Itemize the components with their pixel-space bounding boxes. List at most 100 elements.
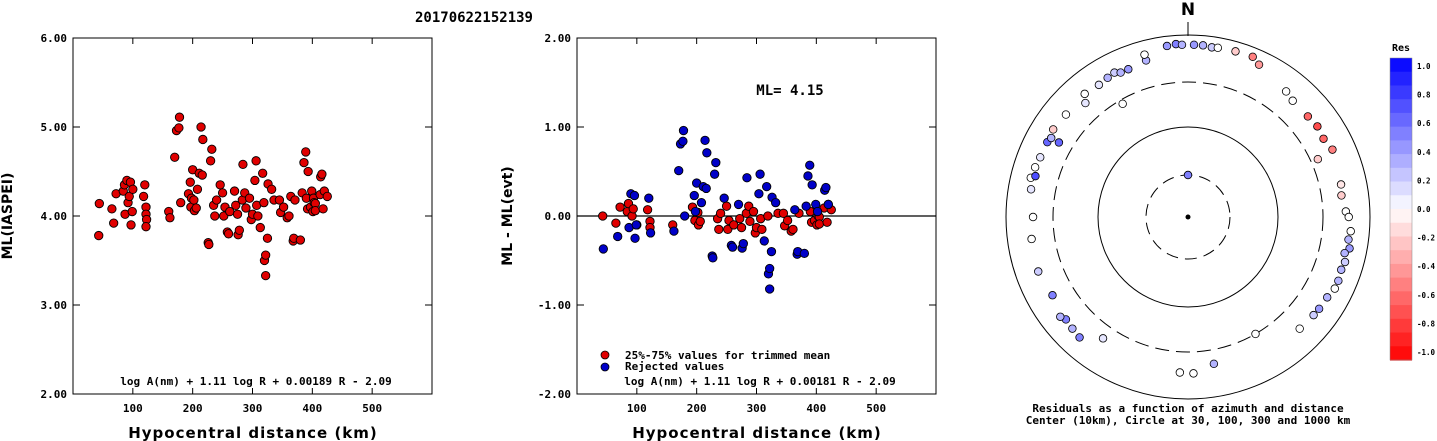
polar-point — [1309, 310, 1318, 320]
plot0-point — [109, 218, 119, 228]
plot1-point — [628, 204, 638, 214]
polar-point — [1336, 180, 1346, 189]
polar-point — [1048, 291, 1057, 300]
plot1-point — [765, 263, 775, 274]
polar-point — [1313, 122, 1322, 131]
plot0-point — [253, 211, 263, 221]
plot0-point — [189, 195, 199, 205]
plot1-ytick-label: -2.00 — [538, 388, 571, 401]
plot1-ytick-label: -1.00 — [538, 299, 571, 312]
colorbar-title: Res — [1392, 43, 1410, 54]
plot0-point — [262, 233, 273, 243]
plot0-point — [165, 213, 175, 223]
polar-point — [1175, 368, 1185, 377]
plot0-point — [274, 195, 285, 205]
colorbar-segment — [1390, 236, 1412, 251]
polar-point — [1344, 212, 1353, 222]
polar-point — [1056, 312, 1065, 321]
polar-center-dot — [1185, 214, 1191, 220]
colorbar-frame — [1389, 57, 1413, 361]
plot2-xlabel: Hypocentral distance (km) — [632, 424, 882, 441]
plot0-point — [126, 220, 136, 230]
plot2-formula: log A(nm) + 1.11 log R + 0.00181 R - 2.0… — [624, 375, 896, 388]
plot0-point — [204, 239, 214, 250]
polar-point — [1118, 99, 1127, 109]
plot1-point — [788, 224, 798, 235]
plot0-point — [232, 209, 243, 219]
plot1-point — [736, 222, 747, 233]
plot0-point — [191, 203, 201, 213]
plot0-point — [250, 175, 260, 186]
polar-point — [1183, 170, 1193, 180]
plot0-point — [141, 222, 151, 232]
plot1-point — [814, 219, 824, 229]
ml-distance-panel: ML(IASPEI) Hypocentral distance (km) log… — [0, 32, 433, 441]
plot1-xtick-label: 200 — [687, 402, 707, 415]
polar-point — [1098, 334, 1108, 343]
plot1-point — [727, 242, 738, 252]
plot1-point — [702, 148, 712, 158]
plot1-point — [754, 189, 764, 199]
plot1-point — [630, 233, 640, 243]
plot1-point — [711, 157, 721, 168]
plot0-point — [107, 204, 117, 214]
plot0-point — [266, 184, 277, 194]
plot1-point — [721, 201, 732, 211]
plot1-xtick-label: 500 — [866, 402, 886, 415]
plot0-point — [322, 191, 332, 202]
plot1-point — [757, 224, 767, 235]
polar-point — [1328, 145, 1337, 154]
polar-point — [1054, 138, 1064, 147]
colorbar-segment — [1390, 291, 1412, 306]
plot0-point — [140, 180, 150, 190]
plot1-point — [782, 215, 793, 226]
colorbar-tick-label: 0.6 — [1417, 119, 1431, 128]
colorbar-segment — [1390, 154, 1412, 169]
polar-point — [1116, 68, 1125, 77]
plot0-point — [94, 230, 104, 241]
polar-point — [1068, 324, 1077, 333]
polar-point — [1162, 41, 1172, 51]
plot1-point — [674, 165, 684, 176]
colorbar-segment — [1390, 195, 1412, 210]
plot1-point — [735, 214, 745, 224]
legend-label-trimmed: 25%-75% values for trimmed mean — [625, 349, 830, 362]
colorbar-segment — [1390, 346, 1412, 361]
plot0-point — [258, 168, 268, 178]
polar-point — [1340, 248, 1349, 258]
plot1-ytick-label: 0.00 — [545, 210, 572, 223]
colorbar-segment — [1390, 99, 1412, 114]
plot0-point — [210, 211, 220, 221]
plot0-point — [278, 202, 289, 212]
polar-point — [1081, 98, 1090, 108]
plot1-point — [631, 220, 641, 230]
polar-point — [1189, 369, 1198, 378]
plot0-point — [317, 169, 327, 179]
polar-point — [1330, 284, 1340, 293]
plot1-point — [613, 231, 623, 242]
plot1-point — [690, 206, 701, 217]
plot0-point — [251, 156, 261, 166]
legend-marker-trimmed — [600, 350, 610, 360]
plot1-point — [812, 206, 823, 217]
plot0-point — [174, 112, 185, 122]
legend-label-rejected: Rejected values — [625, 360, 724, 373]
plot1-point — [805, 160, 815, 170]
plot0-point — [205, 156, 216, 166]
plot0-ytick-label: 3.00 — [41, 299, 68, 312]
polar-caption-2: Center (10km), Circle at 30, 100, 300 an… — [1026, 414, 1351, 427]
plot0-point — [185, 177, 195, 187]
polar-circle-300km — [1052, 81, 1324, 353]
colorbar-segment — [1390, 167, 1412, 183]
plot1-point — [695, 216, 705, 226]
polar-point — [1340, 257, 1350, 267]
plot1-point — [714, 224, 724, 235]
plot0-point — [261, 250, 271, 260]
polar-point — [1189, 40, 1199, 50]
colorbar-segment — [1390, 181, 1412, 196]
plot1-ylabel: ML(IASPEI) — [0, 173, 16, 260]
plot0-point — [301, 147, 311, 157]
plot1-point — [770, 197, 781, 208]
colorbar-tick-label: 0.8 — [1417, 91, 1431, 100]
